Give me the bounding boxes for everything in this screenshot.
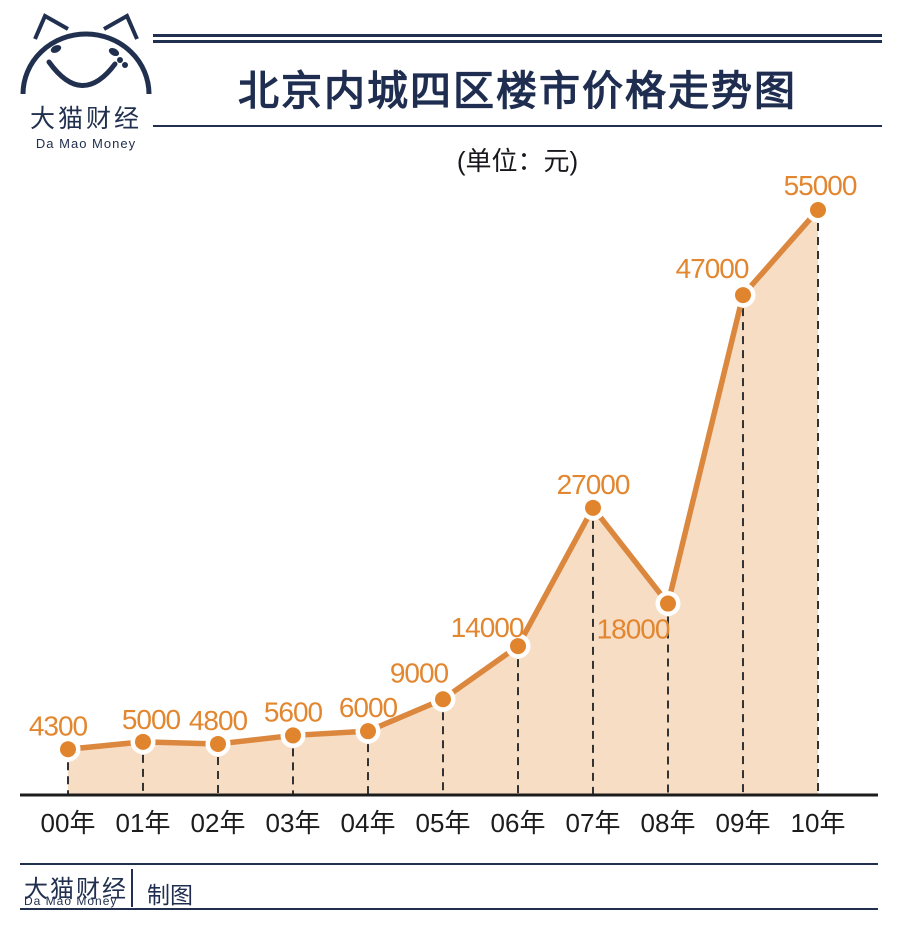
x-axis-label: 06年 bbox=[491, 808, 546, 838]
x-axis-label: 01年 bbox=[116, 808, 171, 838]
x-axis-label: 08年 bbox=[641, 808, 696, 838]
x-axis-label: 09年 bbox=[716, 808, 771, 838]
footer-brand-name-en: Da Mao Money bbox=[24, 894, 118, 908]
value-label: 55000 bbox=[784, 170, 857, 201]
value-label: 9000 bbox=[390, 657, 449, 688]
brand-logo: 大猫财经 Da Mao Money bbox=[18, 12, 154, 151]
x-axis-label: 05年 bbox=[416, 808, 471, 838]
footer-divider bbox=[131, 869, 133, 907]
data-point bbox=[660, 595, 676, 612]
data-point bbox=[285, 727, 301, 744]
value-label: 5600 bbox=[264, 696, 323, 727]
data-point bbox=[435, 691, 451, 708]
x-axis-label: 07年 bbox=[566, 808, 621, 838]
x-axis-label: 10年 bbox=[791, 808, 846, 838]
data-point bbox=[585, 499, 601, 516]
x-axis-label: 04年 bbox=[341, 808, 396, 838]
cat-logo-icon bbox=[20, 13, 152, 95]
brand-name: 大猫财经 bbox=[29, 105, 142, 133]
area-fill bbox=[68, 210, 818, 795]
data-point bbox=[810, 202, 826, 218]
value-label: 47000 bbox=[676, 253, 749, 284]
value-label: 4300 bbox=[29, 710, 88, 741]
unit-label: (单位：元) bbox=[456, 146, 579, 176]
x-axis-label: 00年 bbox=[41, 808, 96, 838]
value-label: 4800 bbox=[189, 705, 248, 736]
footer-rule-bottom bbox=[20, 908, 878, 910]
x-axis-label: 02年 bbox=[191, 808, 246, 838]
data-point bbox=[510, 638, 526, 655]
x-axis-label: 03年 bbox=[266, 808, 321, 838]
value-label: 18000 bbox=[597, 614, 670, 645]
data-point bbox=[360, 723, 376, 740]
footer-brand-name: 大猫财经 bbox=[24, 876, 128, 903]
brand-name-en: Da Mao Money bbox=[35, 136, 137, 151]
footer-rule-top bbox=[20, 863, 878, 865]
value-label: 27000 bbox=[557, 469, 630, 500]
footer-credit-label: 制图 bbox=[147, 882, 193, 908]
data-point bbox=[735, 287, 751, 304]
page-title: 北京内城四区楼市价格走势图 bbox=[238, 68, 797, 114]
title-rule-bottom bbox=[153, 125, 882, 127]
value-label: 5000 bbox=[122, 704, 181, 735]
title-rule-top-2 bbox=[153, 40, 882, 43]
title-rule-top-1 bbox=[153, 34, 882, 37]
value-label: 14000 bbox=[451, 612, 524, 643]
data-point bbox=[60, 741, 76, 758]
value-label: 6000 bbox=[339, 692, 398, 723]
data-point bbox=[210, 735, 226, 752]
data-point bbox=[135, 733, 151, 750]
